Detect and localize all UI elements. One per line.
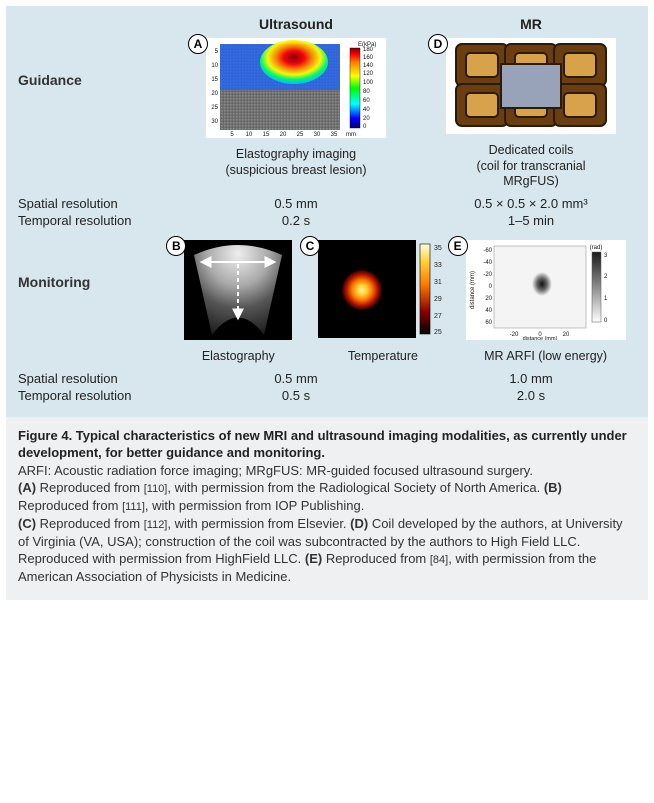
- caption-abbr: ARFI: Acoustic radiation force imaging; …: [18, 463, 533, 478]
- panel-d-caption: Dedicated coils(coil for transcranialMRg…: [476, 143, 585, 190]
- svg-text:30: 30: [314, 132, 321, 138]
- mon-spatial-mr: 1.0 mm: [426, 371, 636, 386]
- svg-text:25: 25: [297, 132, 304, 138]
- svg-text:25: 25: [211, 105, 218, 111]
- header-ultrasound: Ultrasound: [259, 16, 333, 32]
- panel-e-caption: MR ARFI (low energy): [484, 349, 607, 365]
- elastography-image: 5 10 15 20 25 30 5 10 15 20 25 30 35 mm: [206, 38, 386, 138]
- svg-text:-40: -40: [483, 260, 492, 266]
- panel-c-caption: Temperature: [348, 349, 418, 365]
- svg-text:60: 60: [363, 98, 370, 104]
- svg-text:140: 140: [363, 63, 374, 69]
- badge-a: A: [188, 34, 208, 54]
- svg-text:20: 20: [562, 332, 569, 338]
- elastography-monitor-image: [184, 240, 292, 340]
- badge-c: C: [300, 236, 320, 256]
- spec-temporal-us: 0.2 s: [166, 213, 426, 228]
- svg-text:60: 60: [485, 320, 492, 326]
- badge-b: B: [166, 236, 186, 256]
- panel-c: C: [311, 240, 456, 365]
- spec-temporal-label: Temporal resolution: [18, 213, 166, 228]
- panel-d: D: [446, 38, 616, 139]
- mon-spatial-label: Spatial resolution: [18, 371, 166, 386]
- panel-a: A: [206, 38, 386, 143]
- svg-text:25: 25: [434, 329, 442, 336]
- svg-text:10: 10: [246, 132, 253, 138]
- svg-text:20: 20: [211, 91, 218, 97]
- svg-text:120: 120: [363, 71, 374, 77]
- svg-text:80: 80: [363, 89, 370, 95]
- spec-spatial-label: Spatial resolution: [18, 196, 166, 211]
- svg-text:10: 10: [211, 63, 218, 69]
- svg-text:15: 15: [211, 77, 218, 83]
- svg-text:40: 40: [363, 107, 370, 113]
- svg-text:mm: mm: [346, 132, 356, 138]
- panel-b: B: [166, 240, 311, 365]
- guidance-label: Guidance: [18, 38, 166, 88]
- svg-text:160: 160: [363, 55, 374, 61]
- svg-text:35: 35: [434, 245, 442, 252]
- mon-temporal-us: 0.5 s: [166, 388, 426, 403]
- caption-title: Figure 4. Typical characteristics of new…: [18, 428, 627, 461]
- svg-text:27: 27: [434, 313, 442, 320]
- svg-text:20: 20: [280, 132, 287, 138]
- mr-arfi-image: -60 -40 -20 0 20 40 60 distance (mm) -20…: [466, 240, 626, 340]
- monitoring-label: Monitoring: [18, 240, 166, 365]
- svg-text:20: 20: [485, 296, 492, 302]
- svg-text:40: 40: [485, 308, 492, 314]
- figure-panel: Ultrasound MR Guidance A: [6, 6, 648, 417]
- svg-text:-20: -20: [509, 332, 518, 338]
- svg-text:distance (mm): distance (mm): [470, 271, 476, 309]
- svg-text:15: 15: [263, 132, 270, 138]
- svg-text:20: 20: [363, 116, 370, 122]
- panel-a-caption: Elastography imaging(suspicious breast l…: [225, 147, 366, 178]
- svg-text:-20: -20: [483, 272, 492, 278]
- temperature-image: 35 33 31 29 27 25: [318, 240, 448, 340]
- coil-diagram: [446, 38, 616, 134]
- spec-temporal-mr: 1–5 min: [426, 213, 636, 228]
- svg-text:distance (mm): distance (mm): [522, 336, 557, 340]
- panel-b-caption: Elastography: [202, 349, 275, 365]
- svg-text:29: 29: [434, 296, 442, 303]
- figure-caption: Figure 4. Typical characteristics of new…: [6, 417, 648, 600]
- badge-d: D: [428, 34, 448, 54]
- mon-temporal-mr: 2.0 s: [426, 388, 636, 403]
- svg-text:(rad): (rad): [589, 245, 602, 251]
- panel-e: E -60 -4: [455, 240, 636, 365]
- svg-text:30: 30: [211, 119, 218, 125]
- mon-spatial-us: 0.5 mm: [166, 371, 426, 386]
- mon-temporal-label: Temporal resolution: [18, 388, 166, 403]
- svg-text:31: 31: [434, 279, 442, 286]
- svg-text:-60: -60: [483, 248, 492, 254]
- svg-text:33: 33: [434, 262, 442, 269]
- spec-spatial-us: 0.5 mm: [166, 196, 426, 211]
- svg-text:100: 100: [363, 80, 374, 86]
- svg-text:180: 180: [363, 47, 374, 53]
- svg-text:35: 35: [331, 132, 338, 138]
- badge-e: E: [448, 236, 468, 256]
- header-mr: MR: [520, 16, 542, 32]
- spec-spatial-mr: 0.5 × 0.5 × 2.0 mm³: [426, 196, 636, 211]
